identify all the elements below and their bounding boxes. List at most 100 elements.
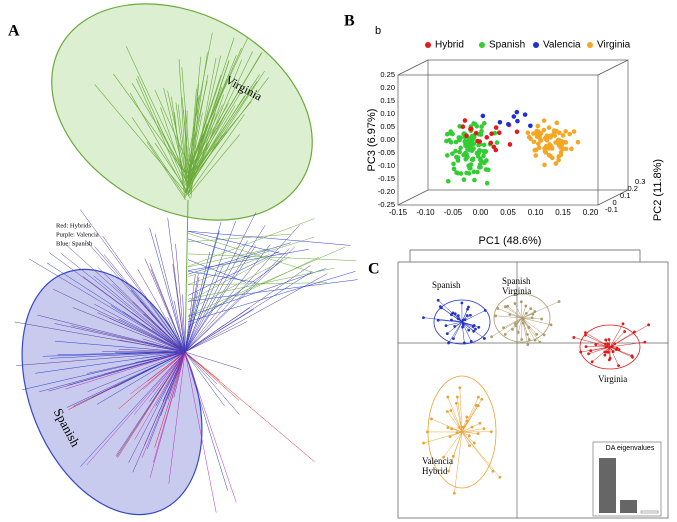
branch [50,351,186,359]
branch [143,313,186,353]
point [589,349,593,353]
point [453,325,457,328]
branch [187,260,284,328]
point [445,131,450,137]
point [524,311,528,315]
branch [174,112,186,200]
branch [144,341,186,353]
point [529,307,533,311]
branch [114,351,186,388]
branch [167,90,189,186]
spoke [521,317,552,326]
point [584,333,587,337]
point [445,153,450,158]
point [498,475,502,479]
point [481,142,487,148]
point [584,345,588,348]
spoke [461,431,470,446]
group-label: Valencia Hybrid [422,456,453,476]
point [506,304,510,308]
spoke [461,428,485,433]
spoke [573,337,611,348]
branch [144,351,186,446]
point [474,123,480,129]
point [623,330,627,333]
branch [80,209,186,353]
cluster-ellipse [579,324,641,370]
spoke [445,321,463,326]
point [461,177,467,182]
branch [182,294,186,353]
point [467,305,470,309]
branch [187,218,315,267]
y-tick-label: -0.1 [605,205,618,214]
point [594,343,598,347]
branch [187,259,247,283]
axis-label: PC1 (48.6%) [479,235,542,247]
branch [187,55,237,175]
branch [154,89,192,171]
y-tick-label: 0.2 [628,184,638,193]
branch [155,351,186,407]
point [546,125,552,130]
point [469,157,475,162]
legend-text: Spanish [489,40,525,51]
point [471,136,476,142]
branch [146,141,186,200]
point [444,324,448,328]
plot-frame [397,261,669,519]
branch [113,73,190,179]
legend-marker [533,42,539,48]
branch [138,351,186,354]
x-tick-label: 0.15 [555,208,571,217]
z-tick-label: -0.05 [378,148,395,157]
point [452,491,456,495]
points [444,109,581,186]
point [445,332,449,335]
point [448,435,452,439]
point [472,441,476,445]
branch [188,56,202,182]
z-tick-label: -0.10 [378,161,395,170]
point [491,144,497,150]
branch [147,351,186,382]
point [446,426,450,429]
branch [154,233,186,353]
branch [167,317,186,353]
point [511,114,517,119]
axis-label: PC3 (6.97%) [366,109,378,172]
point [458,171,464,176]
z-tick-label: -0.25 [378,200,395,209]
point [572,336,576,339]
point [508,313,512,316]
point [549,146,555,151]
point [584,331,587,335]
point [468,139,474,145]
point [604,338,608,342]
point [460,301,464,305]
z-tick-label: 0.25 [380,70,395,79]
branch [181,67,192,171]
point [607,338,611,341]
point [468,313,472,317]
branch [103,254,186,353]
point [546,134,552,140]
branch [153,351,186,463]
point [506,121,511,127]
branch [54,323,186,353]
point [425,430,429,434]
branch [184,291,198,353]
point [527,326,531,329]
branch [60,253,186,353]
branch [187,248,309,271]
branch [185,37,248,173]
z-tick-label: 0.15 [380,96,395,105]
branch [184,351,225,406]
point [514,324,518,328]
point [531,131,536,136]
point [481,120,487,126]
point [531,312,535,316]
spoke [461,321,476,330]
point [476,404,480,407]
point [513,302,517,305]
